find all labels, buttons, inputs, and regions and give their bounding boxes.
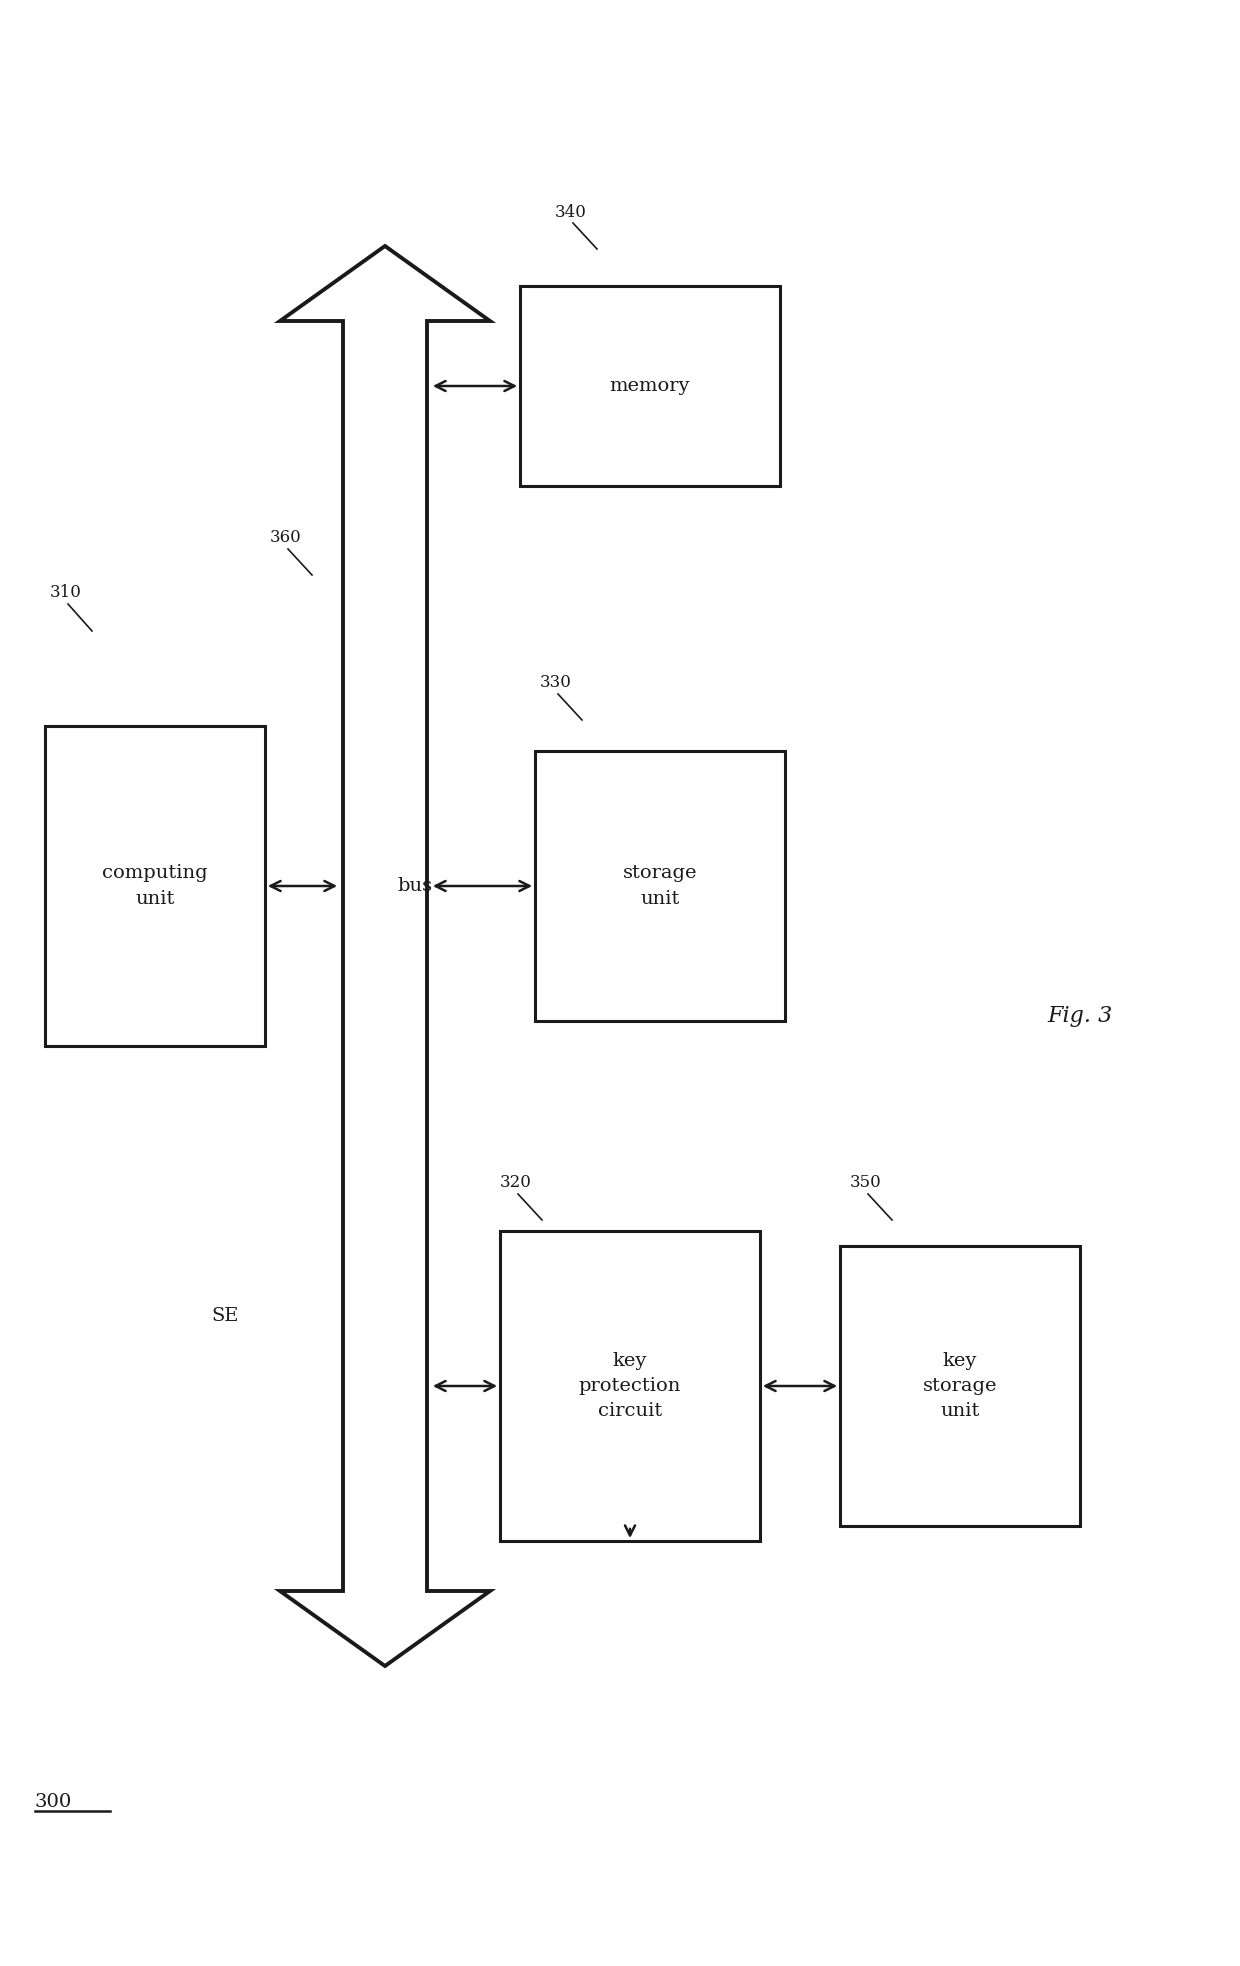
Polygon shape [280, 246, 490, 1665]
Bar [534, 751, 785, 1020]
Text: memory: memory [610, 377, 691, 395]
Text: SE: SE [211, 1307, 238, 1325]
Text: 310: 310 [50, 584, 82, 602]
Text: 340: 340 [556, 204, 587, 220]
Text: Fig. 3: Fig. 3 [1048, 1005, 1112, 1026]
Text: computing
unit: computing unit [102, 865, 208, 908]
Text: 300: 300 [35, 1793, 72, 1811]
Text: key
protection
circuit: key protection circuit [579, 1353, 681, 1419]
Text: storage
unit: storage unit [622, 865, 697, 908]
Bar [45, 725, 265, 1046]
Bar [520, 285, 780, 486]
Text: 330: 330 [539, 674, 572, 690]
Bar [500, 1231, 760, 1541]
Text: 350: 350 [849, 1174, 882, 1191]
Text: 360: 360 [270, 529, 301, 547]
Text: bus: bus [397, 877, 432, 895]
Text: key
storage
unit: key storage unit [923, 1353, 997, 1419]
Bar [839, 1246, 1080, 1526]
Text: 320: 320 [500, 1174, 532, 1191]
